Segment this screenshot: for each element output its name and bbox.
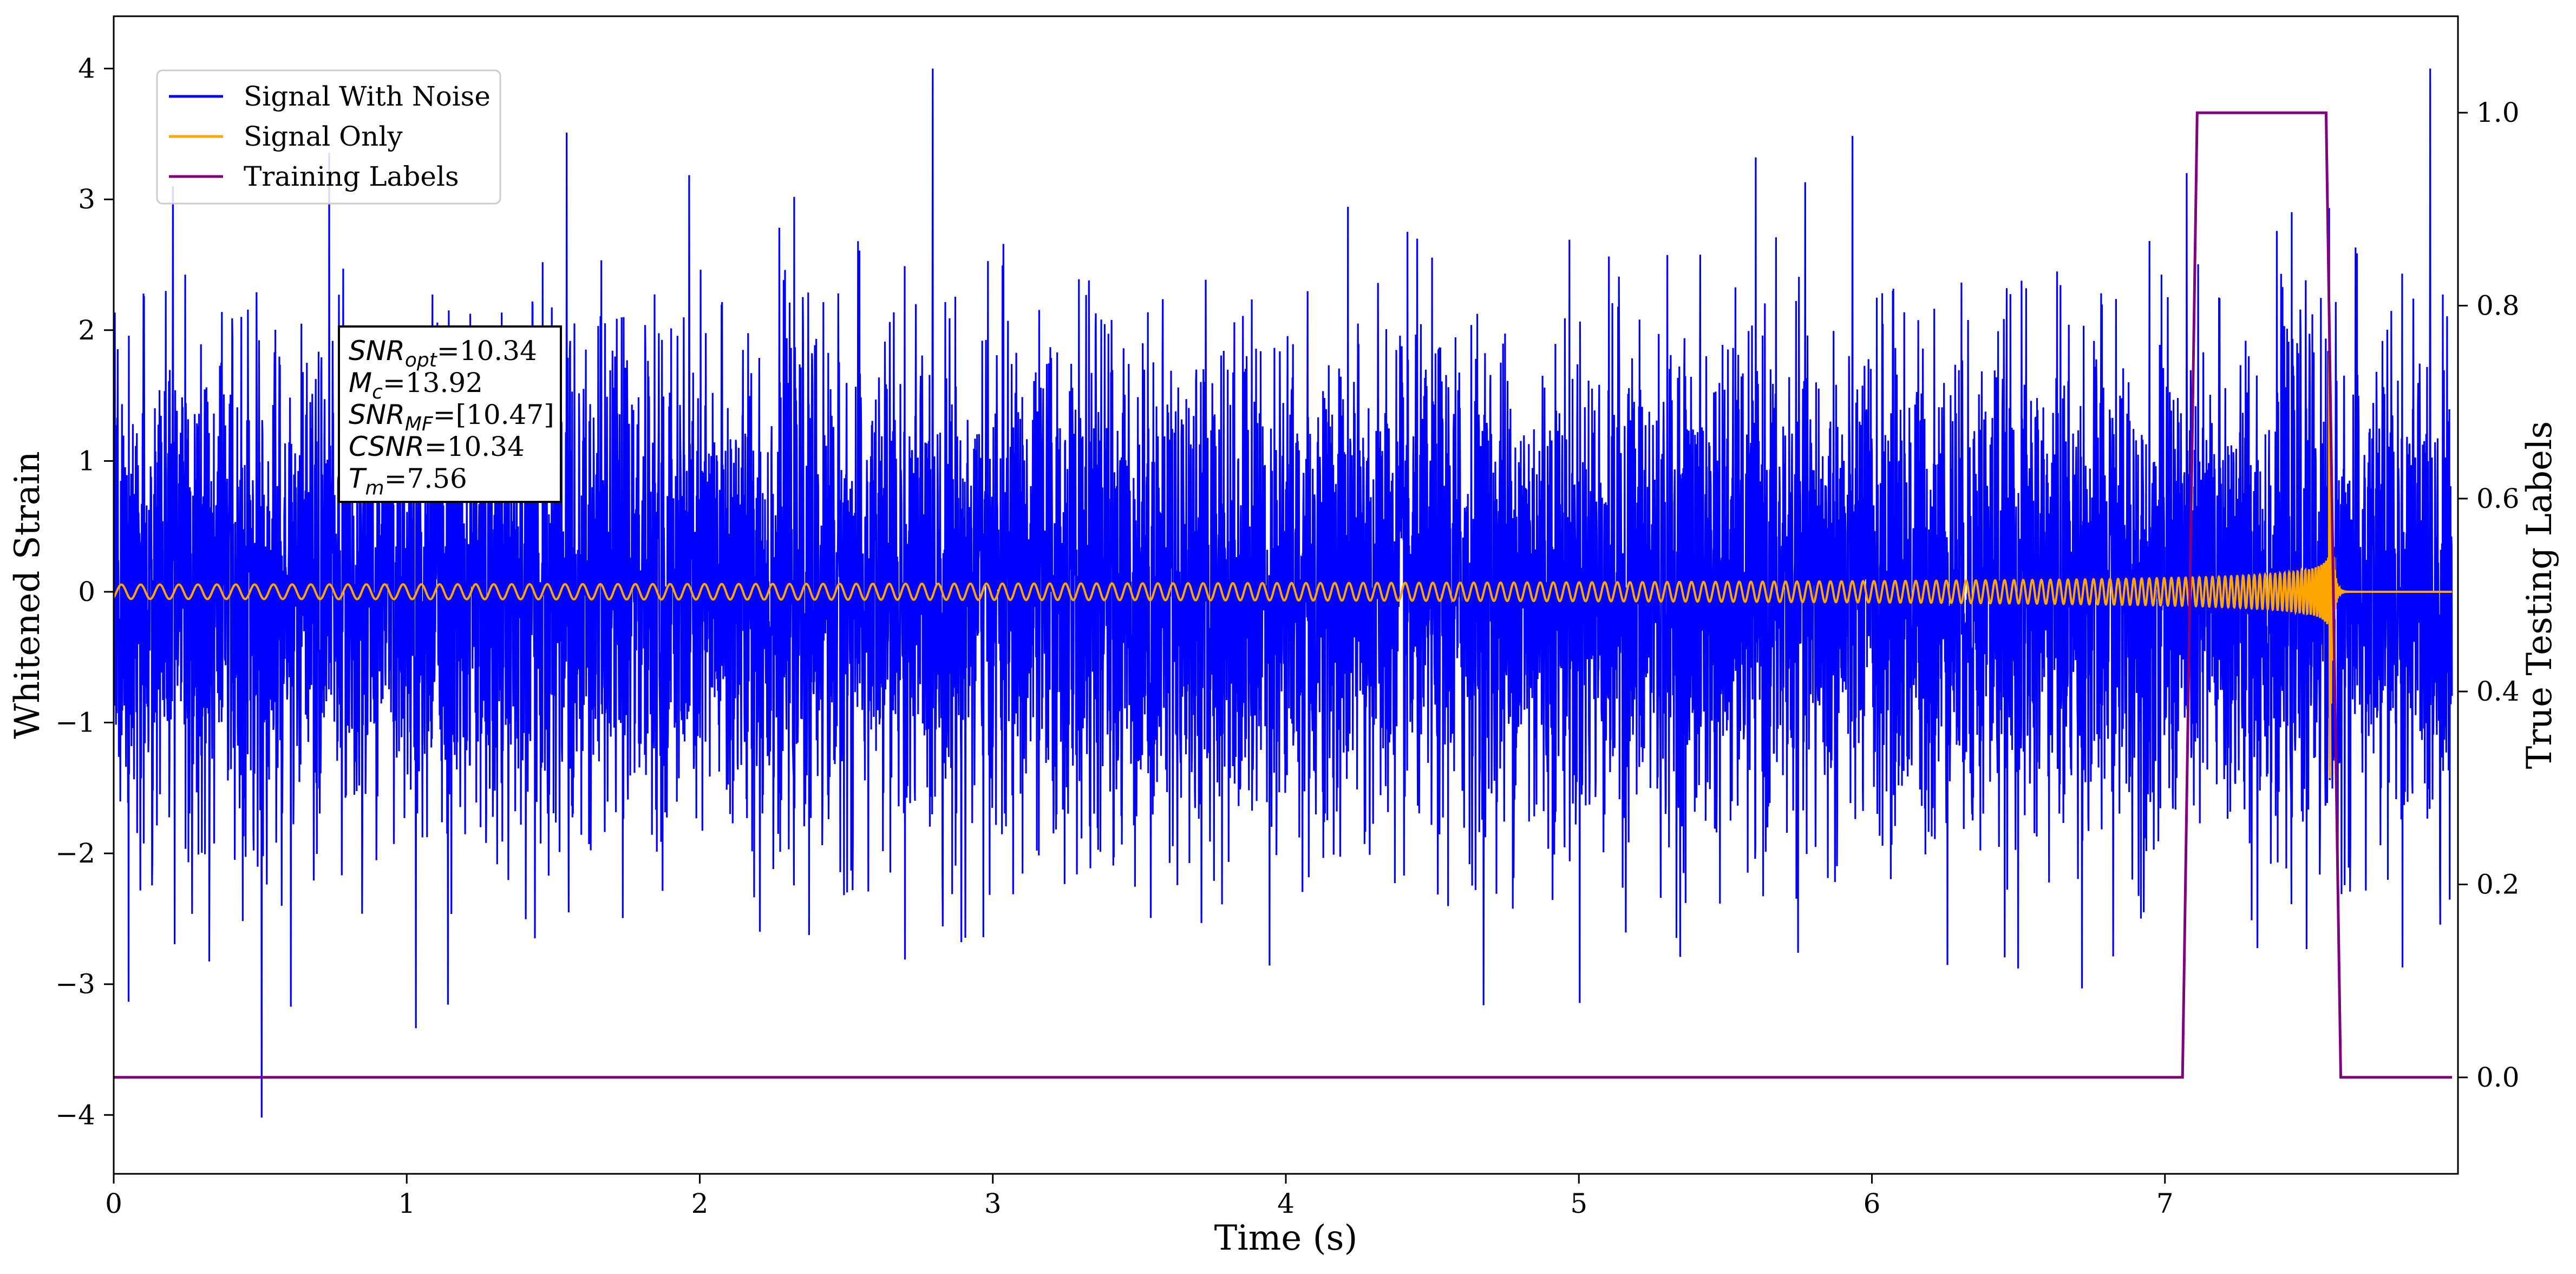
- series-signal-only: [114, 352, 2452, 779]
- series-signal-with-noise: [114, 68, 2453, 1118]
- legend-label-signal-only: Signal Only: [244, 121, 403, 152]
- y-tick-label: −4: [55, 1099, 95, 1131]
- y-tick-label: 0: [78, 576, 95, 607]
- y2-tick-label: 0.2: [2476, 869, 2520, 900]
- y-axis-label: Whitened Strain: [8, 451, 48, 739]
- signal-only-line: [114, 352, 2452, 779]
- y2-axis-label: True Testing Labels: [2520, 421, 2560, 769]
- annotation-box: SNRopt=10.34Mc=13.92SNRMF=[10.47]CSNR=10…: [338, 325, 562, 503]
- legend: Signal With Noise Signal Only Training L…: [156, 69, 501, 205]
- y-tick-label: 1: [78, 445, 95, 476]
- x-tick-label: 5: [1570, 1188, 1587, 1219]
- annotation-frame: [338, 325, 562, 503]
- x-tick-label: 3: [984, 1188, 1002, 1219]
- legend-label-signal-with-noise: Signal With Noise: [244, 81, 491, 112]
- y2-tick-label: 0.6: [2476, 483, 2520, 514]
- y2-tick-label: 0.8: [2476, 290, 2520, 322]
- annotation-line: SNRopt=10.34: [349, 335, 537, 371]
- legend-label-training-labels: Training Labels: [244, 161, 459, 192]
- y-tick-label: −1: [55, 707, 95, 739]
- y-tick-label: −2: [55, 838, 95, 869]
- y-tick-label: −3: [55, 969, 95, 1000]
- x-axis-label: Time (s): [1214, 1218, 1358, 1258]
- x-tick-label: 7: [2156, 1188, 2174, 1219]
- x-tick-label: 4: [1277, 1188, 1294, 1219]
- annotation-line: CSNR=10.34: [349, 431, 525, 462]
- y-tick-label: 3: [78, 184, 95, 215]
- series-training-labels: [114, 111, 2453, 1079]
- legend-box: [156, 69, 501, 205]
- y2-tick-label: 1.0: [2476, 97, 2520, 128]
- annotation-line: SNRMF=[10.47]: [349, 399, 554, 435]
- y-tick-label: 4: [78, 53, 95, 84]
- y2-tick-label: 0.0: [2476, 1062, 2520, 1093]
- x-tick-label: 1: [398, 1188, 415, 1219]
- annotation-line: Tm=7.56: [349, 463, 467, 499]
- y-tick-label: 2: [78, 315, 95, 346]
- x-axis: 0 1 2 3 4 5 6 7: [105, 1174, 2174, 1219]
- x-tick-label: 2: [691, 1188, 709, 1219]
- y-axis-left: −4 −3 −2 −1 0 1 2 3 4: [55, 53, 114, 1131]
- signal-with-noise-line: [114, 68, 2453, 1118]
- x-tick-label: 0: [105, 1188, 122, 1219]
- y-axis-right: 0.0 0.2 0.4 0.6 0.8 1.0: [2458, 97, 2520, 1093]
- training-labels-line: [114, 111, 2453, 1079]
- x-tick-label: 6: [1864, 1188, 1881, 1219]
- y2-tick-label: 0.4: [2476, 676, 2520, 707]
- annotation-line: Mc=13.92: [349, 367, 483, 403]
